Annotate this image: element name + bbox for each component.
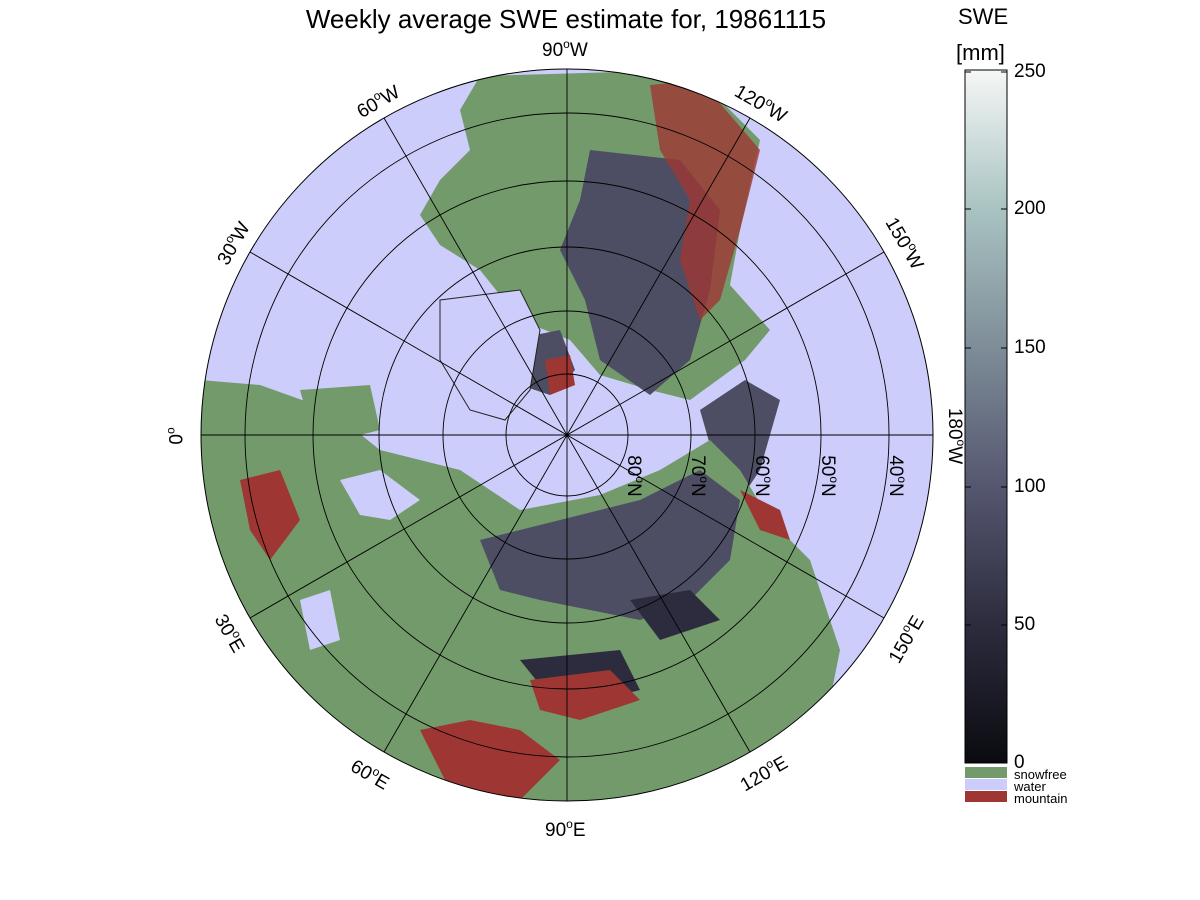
legend-swatch-snowfree [965,767,1007,778]
colorbar-tick-150: 150 [1014,337,1046,358]
legend-swatch-mountain [965,791,1007,802]
legend-label-snowfree: snowfree [1014,767,1067,782]
colorbar-tick-50: 50 [1014,614,1036,635]
colorbar-tick-200: 200 [1014,198,1046,219]
figure-title: Weekly average SWE estimate for, 1986111… [305,4,827,34]
ellesmere-mountains [545,355,575,395]
colorbar-tick-0: 0 [1014,752,1025,773]
lon-label-0: 0o [163,427,188,445]
lon-label-90e: 90oE [545,817,586,841]
polar-map-disc [201,69,933,801]
lat-label-50n: 50oN [816,455,841,497]
colorbar-label-unit: [mm] [956,40,1005,65]
map-boundary [200,68,934,802]
lat-label-80n: 80oN [622,455,647,497]
colorbar-label-swe: SWE [958,4,1009,29]
swe-colorbar [964,69,1008,764]
snow-cover-north-america [560,150,720,395]
lat-label-60n: 60oN [750,455,775,497]
colorbar-ticks [965,71,1007,764]
lat-label-40n: 40oN [884,455,909,497]
colorbar-tick-100: 100 [1014,476,1046,497]
lat-label-70n: 70oN [686,455,711,497]
snow-cover-siberia [480,470,740,620]
legend-swatch-water [965,779,1007,790]
legend-label-water: water [1014,779,1046,794]
asian-mountains [240,470,790,800]
legend-label-mountain: mountain [1014,791,1068,806]
lon-label-180w: 180oW [944,407,969,465]
scandinavia-land [300,385,380,440]
colorbar-tick-250: 250 [1014,61,1046,82]
rocky-mountains [650,80,760,320]
baltic-and-inland-seas [300,470,420,650]
meridian-lines [201,69,933,801]
lon-label-90w: 90oW [542,37,588,61]
